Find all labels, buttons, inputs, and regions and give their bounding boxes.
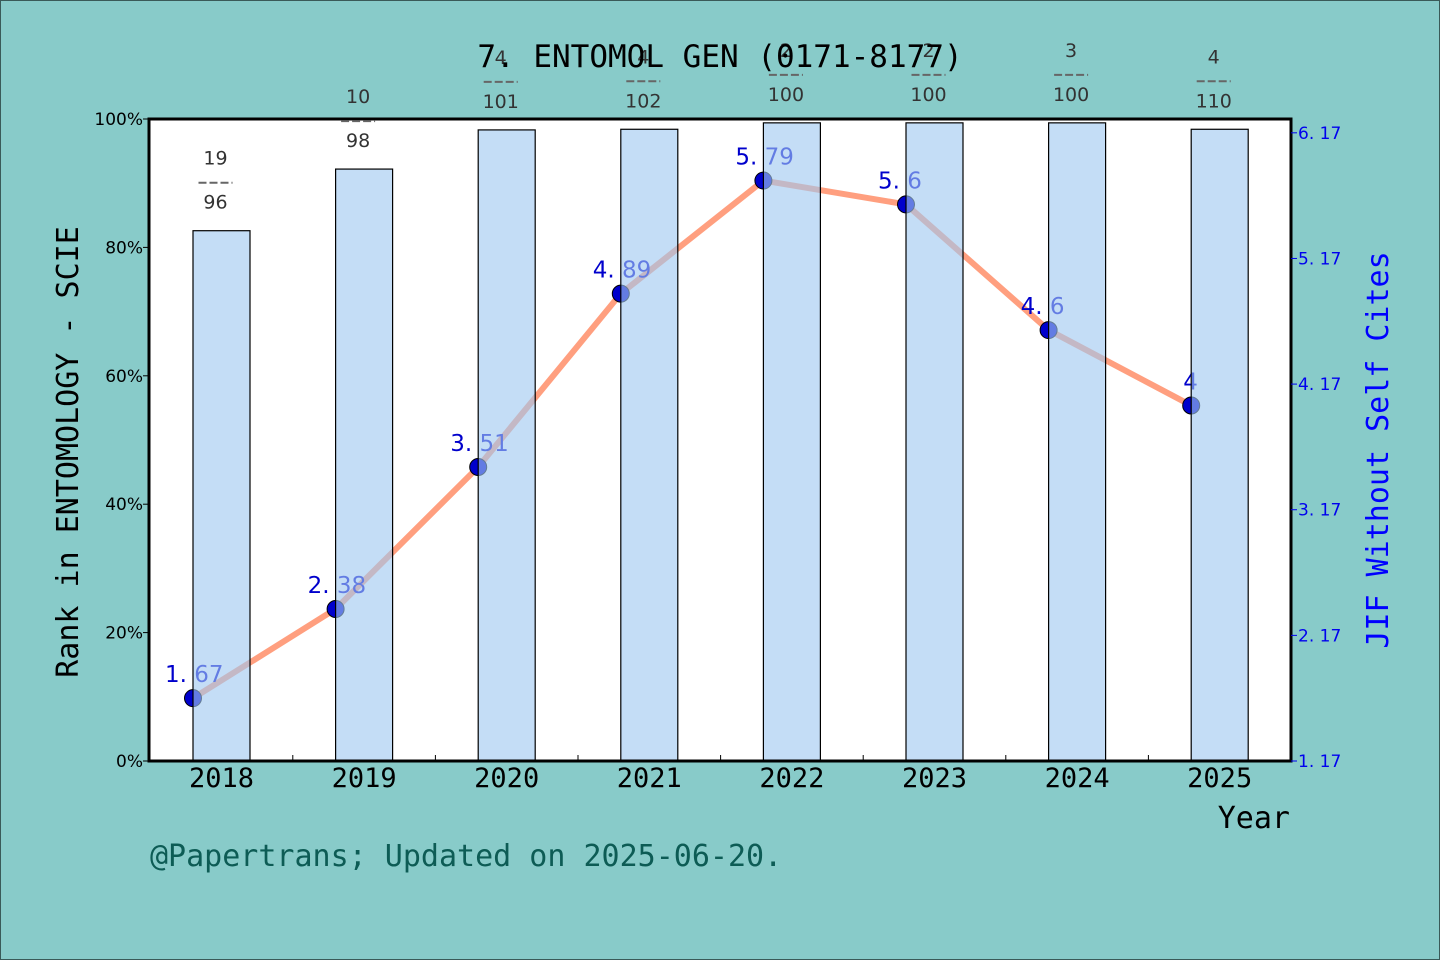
rank-bar [1190, 128, 1249, 762]
rank-numerator: 10 [346, 86, 370, 108]
left-tick-label: 20% [105, 624, 143, 644]
right-tick-label: 3. 17 [1298, 501, 1341, 521]
rank-numerator: 4 [637, 46, 649, 68]
footer-credit: @Papertrans; Updated on 2025-06-20. [150, 839, 782, 874]
rank-bars-layer [192, 122, 1249, 762]
rank-denominator: 100 [1053, 84, 1089, 106]
rank-numerator: 4 [495, 47, 507, 69]
left-axis-label: Rank in ENTOMOLOGY - SCIE [51, 226, 86, 678]
x-axis-label: Year [1218, 801, 1290, 836]
left-tick-label: 40% [105, 495, 143, 515]
rank-denominator: 102 [625, 90, 661, 112]
chart-title: 7. ENTOMOL GEN (0171-8177) [477, 39, 962, 75]
rank-denominator: 100 [768, 84, 804, 106]
right-tick-label: 2. 17 [1298, 626, 1341, 646]
rank-numerator: 4 [1208, 46, 1220, 68]
left-y-axis-ticks: 0% 20% 40% 60% 80% 100% [94, 110, 149, 772]
rank-denominator: 100 [910, 84, 946, 106]
x-tick-label: 2021 [617, 763, 682, 794]
rank-numerator: 2 [780, 40, 792, 62]
rank-numerator: 2 [922, 40, 934, 62]
left-tick-label: 100% [94, 110, 143, 130]
x-tick-label: 2023 [902, 763, 967, 794]
rank-numerator: 3 [1065, 40, 1077, 62]
rank-bar [905, 122, 964, 762]
rank-bar [335, 168, 394, 762]
x-tick-label: 2022 [759, 763, 824, 794]
right-y-axis-ticks: 1. 17 2. 17 3. 17 4. 17 5. 17 6. 17 [1291, 124, 1341, 772]
x-tick-label: 2019 [332, 763, 397, 794]
right-tick-label: 6. 17 [1298, 124, 1341, 144]
rank-denominator: 101 [483, 91, 519, 113]
rank-numerator: 19 [203, 148, 227, 170]
rank-denominator: 110 [1196, 90, 1232, 112]
left-tick-label: 60% [105, 367, 143, 387]
rank-denominator: 96 [203, 192, 227, 214]
left-tick-label: 0% [116, 752, 143, 772]
right-tick-label: 4. 17 [1298, 375, 1341, 395]
plot-border [147, 117, 1293, 763]
rank-bar [1047, 122, 1107, 762]
left-tick-label: 80% [105, 238, 143, 258]
x-tick-label: 2018 [189, 763, 254, 794]
rank-fraction-labels: 19 96 10 98 4 101 4 102 2 100 2 100 3 100 4 110 [198, 40, 1232, 214]
x-tick-label: 2020 [474, 763, 539, 794]
right-axis-label: JIF Without Self Cites [1361, 251, 1396, 648]
rank-bar [762, 122, 822, 762]
right-tick-label: 5. 17 [1298, 249, 1341, 269]
x-tick-label: 2024 [1045, 763, 1110, 794]
rank-bar [620, 128, 679, 762]
rank-bar [192, 230, 251, 762]
rank-denominator: 98 [346, 130, 370, 152]
x-axis-ticks: 2018 2019 2020 2021 2022 2023 2024 2025 [189, 755, 1252, 794]
right-tick-label: 1. 17 [1298, 752, 1341, 772]
x-tick-label: 2025 [1187, 763, 1252, 794]
rank-bar [477, 129, 536, 762]
